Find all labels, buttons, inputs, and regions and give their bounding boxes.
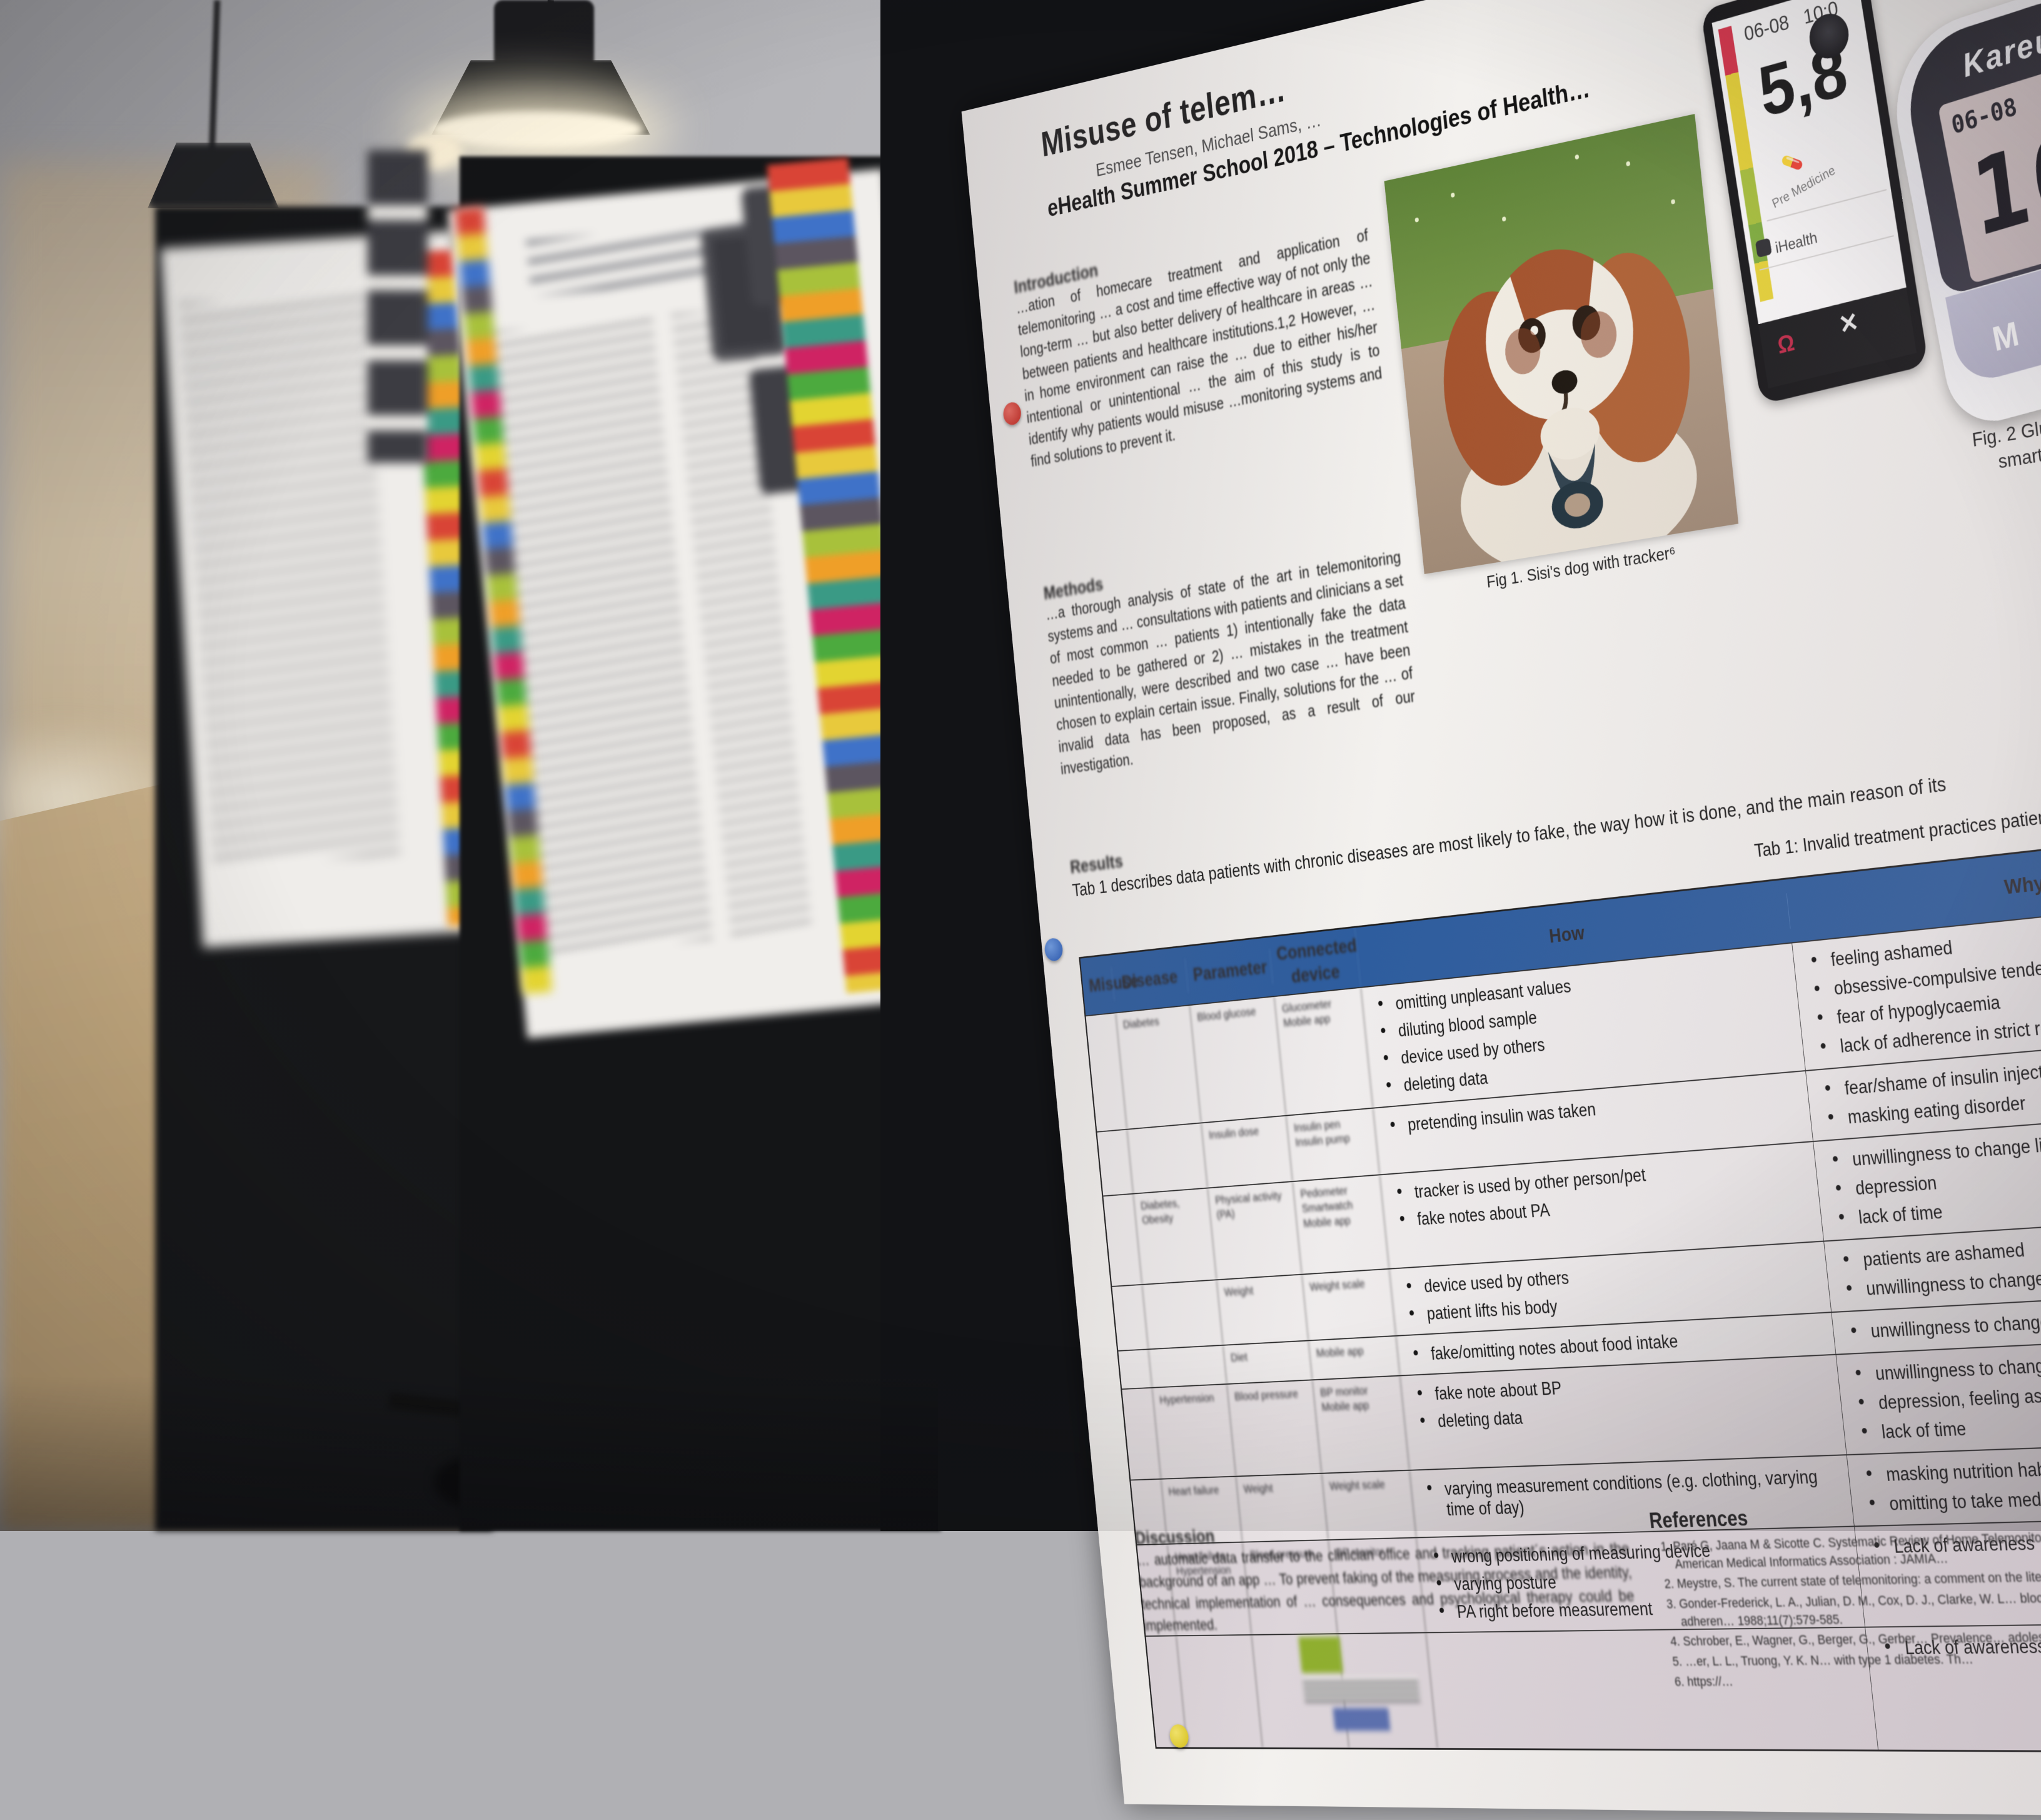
memory-button: M	[1989, 313, 2022, 359]
lamp-glow	[430, 111, 643, 148]
poster-far-phone-mockups	[368, 150, 428, 463]
fig1-dog-photo	[1384, 114, 1739, 590]
logo-green-block	[1298, 1636, 1343, 1674]
poster-far-text-lines	[178, 292, 401, 866]
cell-disease	[1142, 1280, 1224, 1349]
cell-parameter: Insulin dose	[1201, 1116, 1293, 1188]
cell-how: fake note about BP deleting data	[1400, 1355, 1847, 1470]
cell-parameter: Blood pressure	[1227, 1380, 1322, 1476]
phone-date: 06-08	[1742, 11, 1791, 46]
cell-disease: Hypertension	[1152, 1384, 1236, 1479]
institution-logo	[1298, 1635, 1447, 1733]
section-references: References Paré G, Jaana M & Sicotte C. …	[1648, 1489, 2041, 1693]
cell-device: Pedometer Smartwatch Mobile app	[1293, 1175, 1389, 1274]
phone-app-name: iHealth	[1773, 228, 1819, 257]
cell-device: Mobile app	[1308, 1336, 1401, 1380]
cell-device: Weight scale	[1302, 1269, 1396, 1340]
cell-device: BP monitor Mobile app	[1313, 1376, 1410, 1473]
push-pin-red	[1002, 400, 1022, 427]
section-methods: Methods …a thorough analysis of state of…	[1042, 524, 1418, 781]
pill-icon: 💊	[1780, 149, 1805, 178]
header-device: Connected device	[1268, 928, 1361, 996]
cell-parameter: Physical activity (PA)	[1207, 1181, 1303, 1280]
pendant-lamp-canopy	[494, 0, 594, 69]
glucometer-bezel: Kareu 06-08 10:00 10,8	[1897, 0, 2041, 296]
main-poster: Misuse of telem… Esmee Tensen, Michael S…	[961, 0, 2041, 1820]
cell-disease: Diabetes, Obesity	[1133, 1188, 1217, 1284]
dog-illustration	[1384, 114, 1739, 590]
discussion-text: … automatic data transfer to the clinici…	[1136, 1539, 1635, 1634]
cell-device: Insulin pen Insulin pump	[1286, 1108, 1380, 1181]
reference-item: …er, L. L., Truong, Y. K. N… with type 1…	[1684, 1646, 2041, 1670]
cell-parameter: Diet	[1223, 1341, 1313, 1384]
section-introduction: Introduction …ation of homecare treatmen…	[1013, 203, 1386, 473]
cell-disease	[1148, 1345, 1227, 1387]
cell-disease	[1127, 1123, 1208, 1193]
header-disease: Disease	[1111, 958, 1189, 1001]
ihealth-logo-icon	[1755, 238, 1772, 258]
cell-device: Glucometer Mobile app	[1274, 988, 1373, 1115]
header-parameter: Parameter	[1185, 949, 1274, 993]
cell-misuse	[1118, 1350, 1152, 1389]
cell-disease	[1176, 1635, 1263, 1747]
references-list: Paré G, Jaana M & Sicotte C. Systematic …	[1651, 1521, 2041, 1691]
section-discussion: Discussion … automatic data transfer to …	[1134, 1514, 1638, 1637]
header-misuse: Misuse	[1081, 966, 1139, 1004]
phone-screen: 06-08 10:0 5,8 💊 Pre Medicine iHealth	[1711, 0, 1907, 325]
cell-parameter: Blood glucose	[1189, 997, 1286, 1123]
cell-parameter: Weight	[1216, 1275, 1309, 1345]
reference-item: https://…	[1686, 1668, 2041, 1690]
logo-blue-block	[1333, 1707, 1391, 1731]
introduction-text: …ation of homecare treatment and applica…	[1015, 226, 1383, 471]
omega-icon: Ω	[1775, 329, 1797, 360]
push-pin-blue	[1044, 937, 1064, 962]
logo-text-lines	[1302, 1677, 1421, 1703]
close-icon: ✕	[1837, 306, 1861, 341]
cell-disease: Diabetes	[1116, 1006, 1202, 1129]
